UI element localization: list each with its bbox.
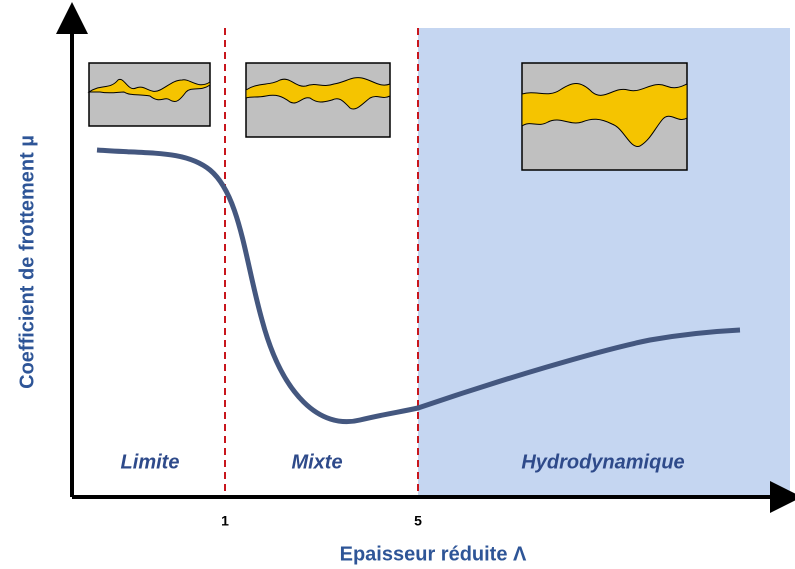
x-axis-label: Epaisseur réduite Λ [340,543,527,565]
y-axis-label: Coefficient de frottement µ [16,135,38,389]
x-tick-label: 5 [414,513,422,529]
x-tick-label: 1 [221,513,229,529]
stribeck-curve [96,147,741,425]
inset-hydro [521,62,688,171]
inset-mixte [245,62,391,138]
regime-label: Limite [121,451,180,473]
regime-label: Hydrodynamique [521,451,684,473]
regime-label: Mixte [291,451,342,473]
inset-limite [87,62,211,127]
